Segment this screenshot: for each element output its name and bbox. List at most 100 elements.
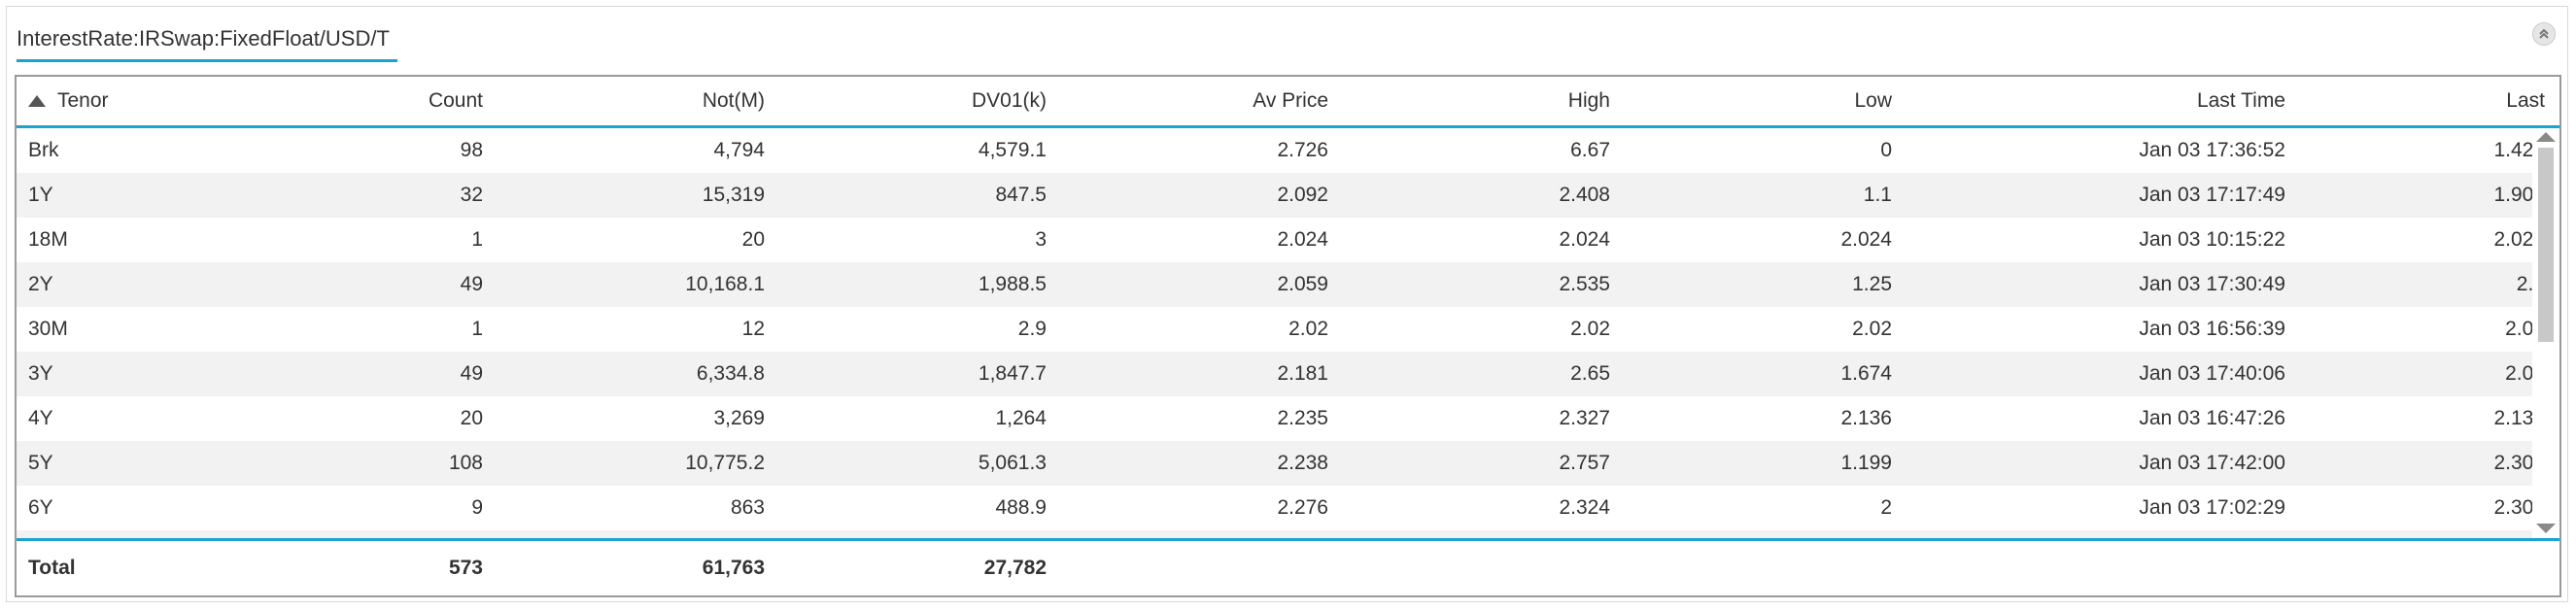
cell-count: 1 — [471, 318, 483, 340]
cell-notional: 4,794 — [713, 139, 765, 161]
cell-last: 2.301 — [2493, 452, 2532, 474]
column-header-last-time[interactable]: Last Time — [2196, 89, 2285, 112]
collapse-up-icon — [2539, 28, 2549, 39]
cell-high: 2.327 — [1559, 407, 1610, 429]
column-header-low[interactable]: Low — [1854, 89, 1892, 112]
grid-body: Brk 98 4,794 4,579.1 2.726 6.67 0 Jan 03 17:36:… — [17, 128, 2532, 539]
table-row-partial — [17, 530, 2532, 539]
cell-low: 1.25 — [1852, 273, 1892, 295]
cell-last: 2.08 — [2505, 362, 2532, 385]
total-count: 573 — [448, 557, 483, 579]
cell-dv01: 1,988.5 — [978, 273, 1047, 295]
cell-high: 2.408 — [1559, 184, 1610, 206]
cell-last-time: Jan 03 17:40:06 — [2139, 362, 2285, 385]
cell-tenor: 4Y — [28, 407, 53, 429]
table-row[interactable]: 6Y 9 863 488.9 2.276 2.324 2 Jan 03 17:02:29 2.3… — [17, 486, 2532, 530]
vertical-scrollbar[interactable] — [2532, 128, 2559, 539]
table-row[interactable]: 18M 1 20 3 2.024 2.024 2.024 Jan 03 10:15:22 2.0… — [17, 218, 2532, 262]
cell-low: 1.1 — [1863, 184, 1892, 206]
cell-last-time: Jan 03 10:15:22 — [2139, 228, 2285, 251]
cell-dv01: 1,264 — [995, 407, 1047, 429]
cell-av-price: 2.726 — [1277, 139, 1328, 161]
total-notional: 61,763 — [702, 557, 765, 579]
cell-last: 2.1 — [2516, 273, 2532, 295]
table-row[interactable]: 2Y 49 10,168.1 1,988.5 2.059 2.535 1.25 Jan 03 … — [17, 262, 2532, 307]
cell-notional: 863 — [730, 496, 765, 519]
cell-count: 32 — [460, 184, 483, 206]
column-header-av-price[interactable]: Av Price — [1253, 89, 1328, 112]
cell-last: 1.908 — [2493, 184, 2532, 206]
cell-av-price: 2.092 — [1277, 184, 1328, 206]
cell-high: 2.757 — [1559, 452, 1610, 474]
cell-last-time: Jan 03 16:47:26 — [2139, 407, 2285, 429]
cell-last: 2.024 — [2493, 228, 2532, 251]
grid-panel: InterestRate:IRSwap:FixedFloat/USD/T Ten… — [6, 6, 2568, 602]
cell-count: 9 — [471, 496, 483, 519]
table-row[interactable]: Brk 98 4,794 4,579.1 2.726 6.67 0 Jan 03 17:36:… — [17, 128, 2532, 173]
cell-dv01: 4,579.1 — [978, 139, 1047, 161]
column-header-count[interactable]: Count — [428, 89, 483, 112]
cell-last-time: Jan 03 17:36:52 — [2139, 139, 2285, 161]
table-row[interactable]: 1Y 32 15,319 847.5 2.092 2.408 1.1 Jan 03 17:17… — [17, 173, 2532, 218]
cell-dv01: 3 — [1035, 228, 1047, 251]
cell-low: 2.136 — [1840, 407, 1892, 429]
cell-dv01: 5,061.3 — [978, 452, 1047, 474]
cell-dv01: 847.5 — [995, 184, 1047, 206]
cell-low: 2 — [1880, 496, 1892, 519]
sort-ascending-icon[interactable] — [28, 95, 46, 107]
cell-count: 1 — [471, 228, 483, 251]
cell-notional: 15,319 — [702, 184, 765, 206]
total-dv01: 27,782 — [983, 557, 1047, 579]
column-header-high[interactable]: High — [1567, 89, 1610, 112]
cell-count: 49 — [460, 273, 483, 295]
table-row[interactable]: 3Y 49 6,334.8 1,847.7 2.181 2.65 1.674 Jan 03 1… — [17, 352, 2532, 396]
cell-high: 2.02 — [1570, 318, 1610, 340]
column-header-dv01[interactable]: DV01(k) — [971, 89, 1047, 112]
panel-title[interactable]: InterestRate:IRSwap:FixedFloat/USD/T — [17, 26, 397, 62]
table-row[interactable]: 30M 1 12 2.9 2.02 2.02 2.02 Jan 03 16:56:39 2.02 — [17, 307, 2532, 352]
table-row[interactable]: 4Y 20 3,269 1,264 2.235 2.327 2.136 Jan 03 16:4… — [17, 396, 2532, 441]
cell-count: 49 — [460, 362, 483, 385]
cell-count: 108 — [448, 452, 483, 474]
cell-high: 2.65 — [1570, 362, 1610, 385]
cell-low: 2.02 — [1852, 318, 1892, 340]
scroll-down-arrow-icon[interactable] — [2536, 524, 2556, 533]
cell-last-time: Jan 03 17:17:49 — [2139, 184, 2285, 206]
cell-low: 0 — [1880, 139, 1892, 161]
cell-tenor: Brk — [28, 139, 59, 161]
grid-header: Tenor Count Not(M) DV01(k) Av Price High… — [17, 77, 2559, 128]
cell-low: 2.024 — [1840, 228, 1892, 251]
column-header-last[interactable]: Last — [2506, 89, 2545, 112]
scrollbar-thumb[interactable] — [2538, 148, 2554, 342]
cell-av-price: 2.238 — [1277, 452, 1328, 474]
cell-tenor: 2Y — [28, 273, 53, 295]
cell-low: 1.674 — [1840, 362, 1892, 385]
cell-high: 2.024 — [1559, 228, 1610, 251]
cell-last-time: Jan 03 17:02:29 — [2139, 496, 2285, 519]
cell-tenor: 3Y — [28, 362, 53, 385]
column-header-tenor[interactable]: Tenor — [28, 77, 203, 125]
cell-notional: 6,334.8 — [696, 362, 765, 385]
cell-tenor: 18M — [28, 228, 68, 251]
table-row[interactable]: 5Y 108 10,775.2 5,061.3 2.238 2.757 1.199 Jan 0… — [17, 441, 2532, 486]
cell-last-time: Jan 03 17:42:00 — [2139, 452, 2285, 474]
cell-count: 20 — [460, 407, 483, 429]
cell-last-time: Jan 03 16:56:39 — [2139, 318, 2285, 340]
scroll-up-arrow-icon[interactable] — [2536, 132, 2556, 142]
cell-av-price: 2.024 — [1277, 228, 1328, 251]
cell-notional: 10,775.2 — [685, 452, 765, 474]
cell-dv01: 1,847.7 — [978, 362, 1047, 385]
cell-count: 98 — [460, 139, 483, 161]
cell-high: 2.535 — [1559, 273, 1610, 295]
cell-high: 2.324 — [1559, 496, 1610, 519]
cell-av-price: 2.181 — [1277, 362, 1328, 385]
collapse-button[interactable] — [2532, 22, 2556, 46]
cell-tenor: 6Y — [28, 496, 53, 519]
cell-av-price: 2.276 — [1277, 496, 1328, 519]
cell-av-price: 2.235 — [1277, 407, 1328, 429]
column-header-notional[interactable]: Not(M) — [702, 89, 765, 112]
cell-low: 1.199 — [1840, 452, 1892, 474]
cell-av-price: 2.059 — [1277, 273, 1328, 295]
cell-notional: 10,168.1 — [685, 273, 765, 295]
grid-footer-totals: Total 573 61,763 27,782 — [17, 538, 2559, 595]
